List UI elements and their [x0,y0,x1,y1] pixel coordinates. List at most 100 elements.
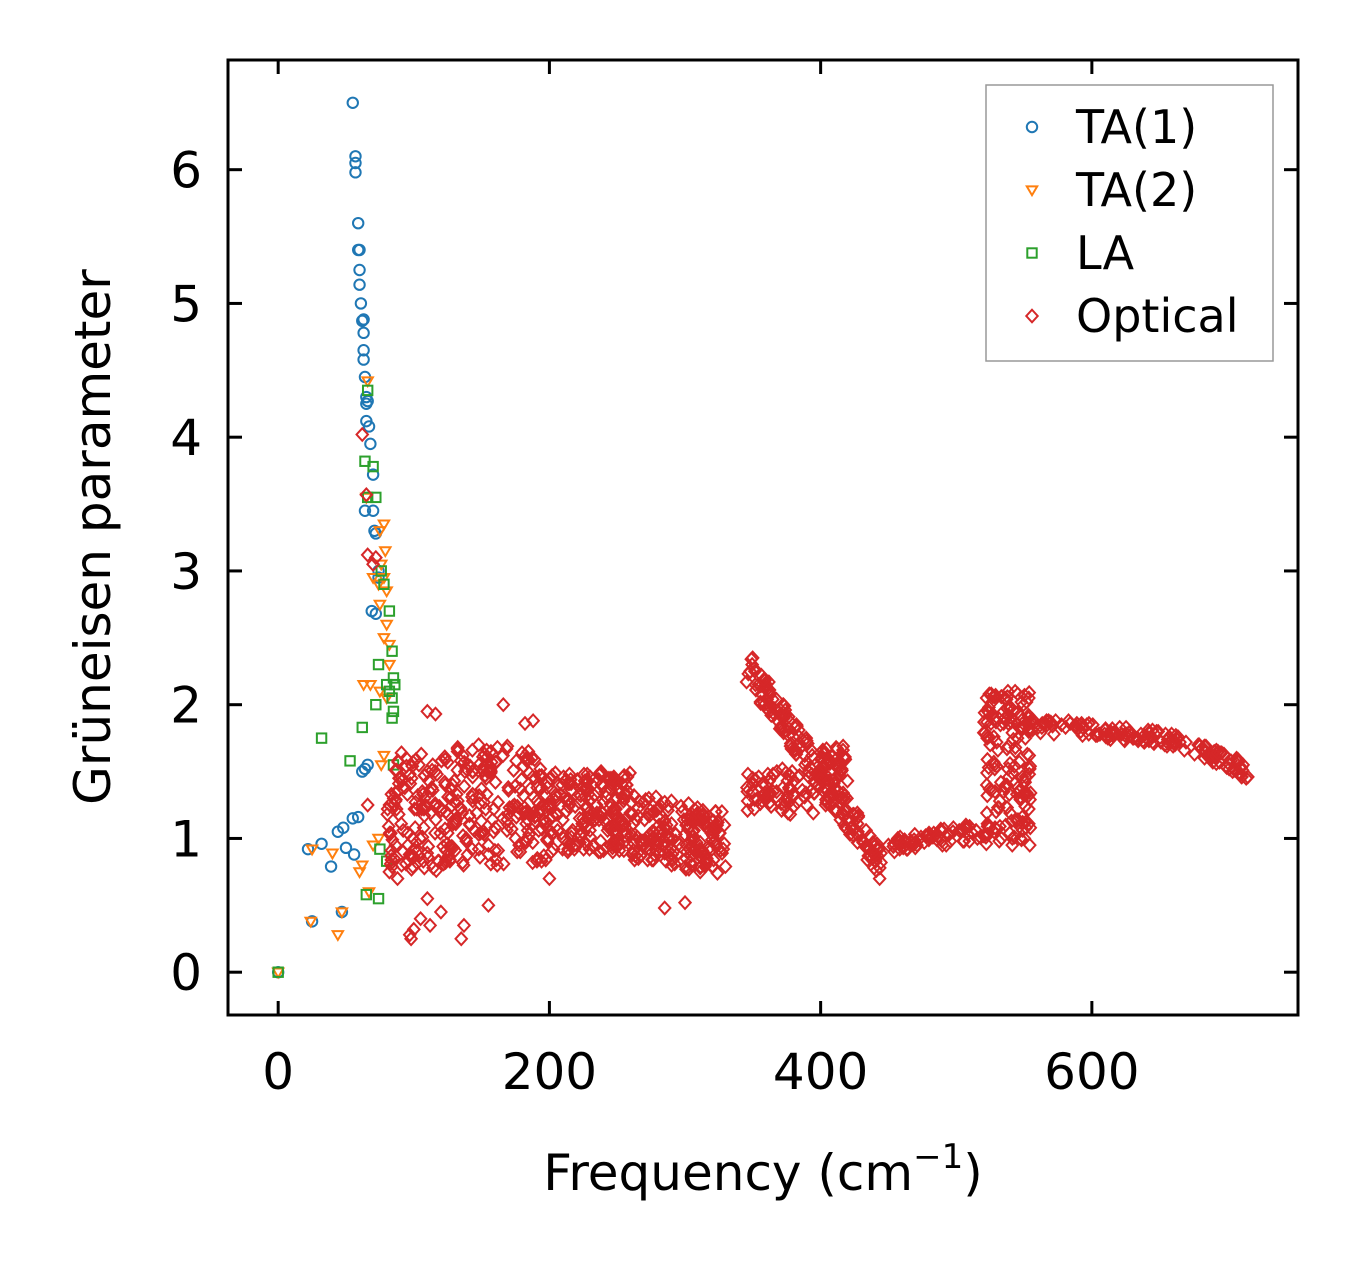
data-point [1209,755,1224,772]
legend: TA(1) TA(2) LA Optical [985,84,1274,362]
x-tick-label: 0 [262,1043,294,1101]
data-point [382,639,397,652]
data-point [517,715,533,732]
data-point [987,761,1002,777]
legend-item: LA [1026,226,1135,280]
data-point [483,743,499,760]
data-point [480,763,495,780]
data-point [681,795,696,812]
data-point [496,696,511,713]
data-point [354,297,368,310]
data-point [301,842,315,856]
data-point [664,793,679,809]
data-point [1017,830,1032,847]
data-point [378,546,393,559]
data-point [1210,745,1225,761]
data-point [913,829,929,845]
data-point [609,790,624,807]
plot-frame [226,58,1300,1017]
data-point [849,826,864,843]
data-point [325,848,340,861]
data-point [593,766,608,782]
data-point [851,807,866,824]
data-point [374,760,389,773]
data-point [412,830,427,847]
data-point [490,794,506,811]
data-point [440,754,455,770]
data-point [384,842,399,859]
data-point [428,825,443,841]
data-point [372,526,387,538]
series-optical [355,426,1255,947]
data-point [1015,769,1030,785]
data-point [346,96,359,110]
data-point [506,762,521,778]
data-point [353,243,366,257]
data-point [551,777,566,793]
data-point [700,853,715,869]
data-point [599,816,614,832]
data-point [582,841,597,857]
data-point [1231,765,1246,781]
data-point [739,674,754,690]
data-point [662,829,677,845]
data-point [595,805,610,821]
data-point [455,854,470,871]
data-point [565,822,580,839]
data-point [366,572,381,585]
y-tick-label: 5 [170,275,202,333]
data-point [361,758,374,772]
data-point [471,841,486,857]
data-point [1008,743,1023,760]
data-point [356,721,368,734]
data-point [402,927,417,943]
data-point [379,586,394,599]
data-point [456,857,471,873]
data-point [815,782,830,799]
data-point [827,781,842,797]
data-point [678,861,694,877]
data-point [979,727,994,744]
data-point [606,771,621,788]
y-tick-label: 0 [170,944,202,1002]
data-point [762,703,777,720]
legend-label: TA(1) [1075,100,1197,154]
data-point [501,779,516,796]
data-point [516,787,531,804]
data-point [450,739,465,756]
data-point [524,750,539,766]
data-point [989,821,1004,837]
y-axis-label: Grüneisen parameter [64,269,122,805]
data-point [433,904,448,920]
plot-points [271,96,1255,980]
data-point [549,789,564,805]
data-point [434,802,449,819]
data-point [1005,830,1020,847]
data-point [591,766,606,782]
data-point [481,897,496,914]
data-point [390,870,405,887]
data-point [379,619,394,632]
data-point [538,852,553,868]
data-point [533,781,548,797]
legend-marker [1025,120,1039,134]
data-point [362,420,376,433]
data-point [1016,785,1032,801]
data-point [1005,837,1020,853]
data-point [606,769,621,785]
data-point [988,711,1003,728]
data-point [827,802,842,819]
data-point [745,777,760,793]
data-point [821,773,836,789]
data-point [413,910,428,927]
data-point [489,852,504,868]
data-point [368,549,383,566]
data-point [1003,805,1018,821]
data-point [740,802,755,819]
data-point [989,803,1004,820]
x-tick-label: 400 [773,1043,868,1101]
data-point [638,791,653,808]
data-point [1000,799,1015,816]
data-point [453,753,468,769]
data-point [394,857,409,873]
